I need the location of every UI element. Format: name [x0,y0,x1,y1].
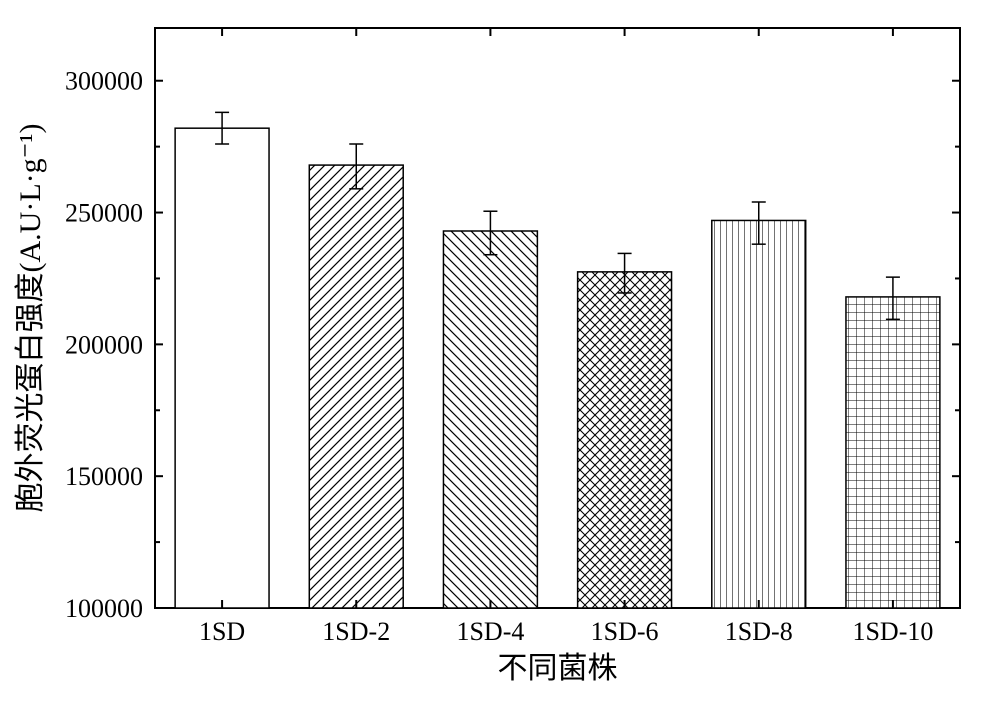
x-tick-label: 1SD-6 [591,617,659,646]
bar-chart: 100000 150000 200000 250000 300000 胞外荧光蛋白强度(A… [0,0,1000,703]
bar [175,128,269,608]
x-axis-title: 不同菌株 [498,652,618,685]
x-tick-label: 1SD-10 [852,617,933,646]
y-tick-label: 300000 [65,67,143,96]
bar [309,165,403,608]
x-tick-label: 1SD-8 [725,617,793,646]
x-tick-label: 1SD [199,617,245,646]
plot-frame [155,28,960,608]
y-tick-label: 200000 [65,330,143,359]
y-tick-label: 250000 [65,199,143,228]
x-tick-label: 1SD-4 [456,617,524,646]
y-tick-label: 150000 [65,462,143,491]
bar [578,272,672,608]
x-tick-label: 1SD-2 [322,617,390,646]
y-tick-label: 100000 [65,594,143,623]
bar [443,231,537,608]
bar [712,220,806,608]
bar [846,297,940,608]
y-axis-title: 胞外荧光蛋白强度(A.U·L·g⁻¹) [14,124,47,513]
chart-container: 100000 150000 200000 250000 300000 胞外荧光蛋白强度(A… [0,0,1000,703]
